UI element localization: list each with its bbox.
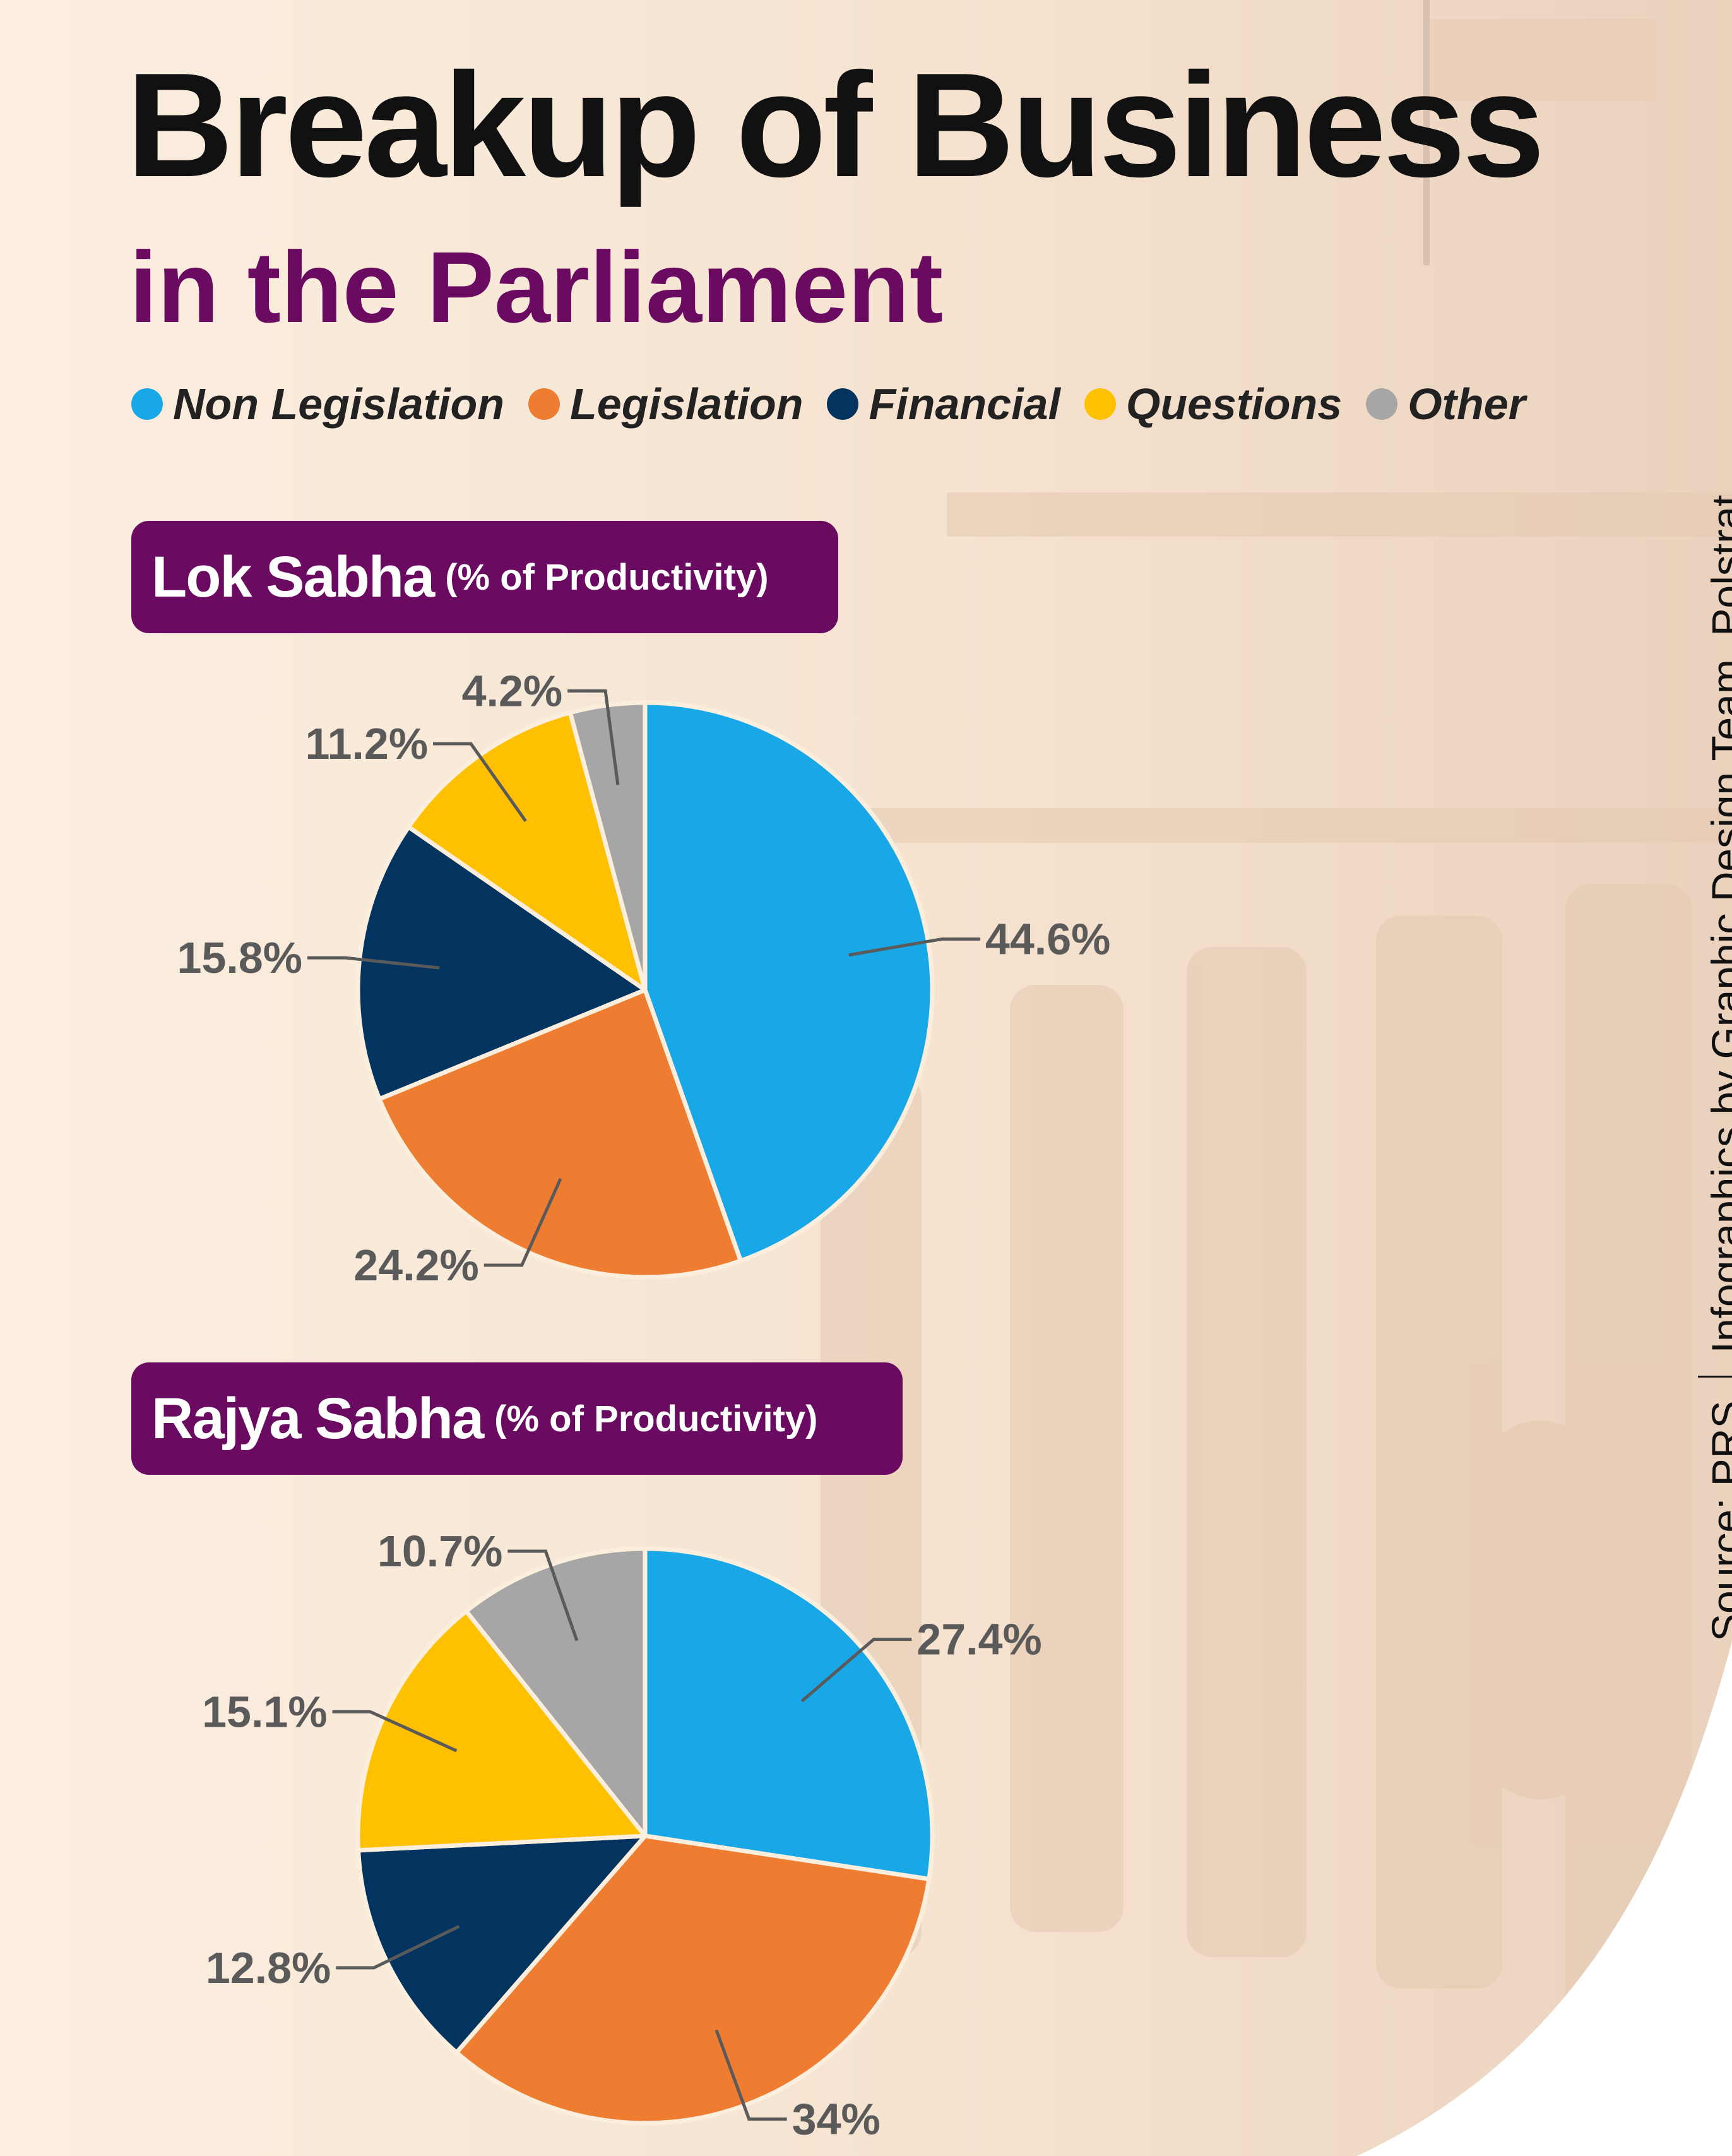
rajya-sabha-data-label-other: 10.7% xyxy=(377,1527,502,1576)
lok-sabha-data-label-other: 4.2% xyxy=(462,666,563,715)
lok-sabha-pie: 44.6% 24.2% 15.8% 11.2% 4.2% xyxy=(177,666,1110,1290)
legend: Non Legislation Legislation Financial Qu… xyxy=(131,376,1550,432)
page-subtitle: in the Parliament xyxy=(129,230,944,343)
rajya-sabha-title: Rajya Sabha xyxy=(151,1386,484,1451)
legend-label: Legislation xyxy=(570,379,804,429)
page-title: Breakup of Business xyxy=(126,42,1545,208)
legend-label: Financial xyxy=(869,379,1060,429)
legend-item-questions: Questions xyxy=(1084,379,1342,429)
rajya-sabha-leader-line-legislation xyxy=(715,2029,787,2121)
rajya-sabha-data-label-non-legislation: 27.4% xyxy=(916,1615,1041,1664)
legend-label: Non Legislation xyxy=(173,379,504,429)
rajya-sabha-leader-line-non-legislation xyxy=(800,1638,912,1703)
rajya-sabha-title-note: (% of Productivity) xyxy=(494,1398,818,1439)
lok-sabha-leader-line-legislation xyxy=(483,1177,562,1267)
lok-sabha-title-note: (% of Productivity) xyxy=(445,556,769,598)
lok-sabha-data-label-non-legislation: 44.6% xyxy=(985,914,1110,963)
rajya-sabha-header: Rajya Sabha (% of Productivity) xyxy=(131,1362,903,1475)
lok-sabha-leader-line-financial xyxy=(307,956,440,970)
lok-sabha-leader-line-non-legislation xyxy=(848,937,980,957)
legend-item-financial: Financial xyxy=(827,379,1060,429)
source-credit: Source: PRS Infographics by Graphic Desi… xyxy=(1698,495,1732,1641)
rajya-sabha-pie: 27.4% 34% 12.8% 15.1% 10.7% xyxy=(202,1527,1042,2143)
rajya-sabha-data-label-questions: 15.1% xyxy=(202,1687,327,1736)
legend-label: Other xyxy=(1408,379,1526,429)
lok-sabha-title: Lok Sabha xyxy=(151,544,435,609)
lok-sabha-data-label-legislation: 24.2% xyxy=(353,1241,478,1290)
legend-swatch-questions xyxy=(1084,388,1116,420)
lok-sabha-data-label-financial: 15.8% xyxy=(177,933,302,982)
rajya-sabha-leader-line-financial xyxy=(336,1924,460,1970)
legend-swatch-financial xyxy=(827,388,859,420)
rajya-sabha-slice-non-legislation xyxy=(643,1546,935,1881)
legend-label: Questions xyxy=(1125,379,1343,429)
lok-sabha-header: Lok Sabha (% of Productivity) xyxy=(131,521,838,633)
credit-text: Infographics by Graphic Design Team, Pol… xyxy=(1703,494,1732,1354)
lok-sabha-data-label-questions: 11.2% xyxy=(305,719,428,768)
rajya-sabha-leader-line-other xyxy=(507,1549,579,1641)
lok-sabha-leader-line-other xyxy=(567,689,620,785)
rajya-sabha-data-label-financial: 12.8% xyxy=(206,1943,331,1992)
legend-item-non-legislation: Non Legislation xyxy=(131,379,504,429)
source-separator xyxy=(1698,1376,1732,1378)
legend-swatch-other xyxy=(1366,388,1398,420)
source-text: Source: PRS xyxy=(1703,1400,1732,1642)
rajya-sabha-data-label-legislation: 34% xyxy=(792,2094,881,2143)
legend-item-other: Other xyxy=(1366,379,1526,429)
rajya-sabha-leader-line-questions xyxy=(332,1710,458,1753)
legend-swatch-legislation xyxy=(528,388,560,420)
legend-swatch-non-legislation xyxy=(131,388,163,420)
lok-sabha-leader-line-questions xyxy=(433,742,527,823)
legend-item-legislation: Legislation xyxy=(528,379,803,429)
